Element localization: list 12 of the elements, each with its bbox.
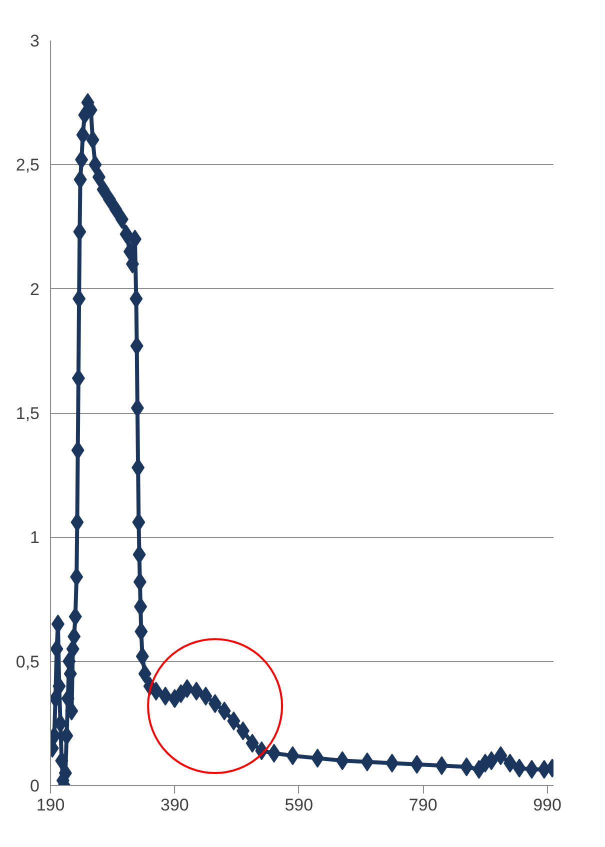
x-tick-label: 390 bbox=[160, 796, 189, 814]
y-tick-label: 0 bbox=[30, 776, 40, 796]
x-tick-label: 790 bbox=[408, 796, 438, 814]
y-tick-label: 0,5 bbox=[16, 652, 40, 672]
x-tick-label: 990 bbox=[533, 796, 562, 814]
y-tick-label: 1,5 bbox=[16, 404, 40, 423]
y-tick-label: 2 bbox=[30, 280, 40, 299]
x-tick-label: 190 bbox=[36, 796, 65, 814]
y-tick-label: 2,5 bbox=[16, 156, 40, 175]
x-tick-label: 590 bbox=[284, 796, 314, 814]
y-tick-label: 1 bbox=[30, 528, 40, 548]
y-tick-label: 3 bbox=[30, 32, 40, 50]
